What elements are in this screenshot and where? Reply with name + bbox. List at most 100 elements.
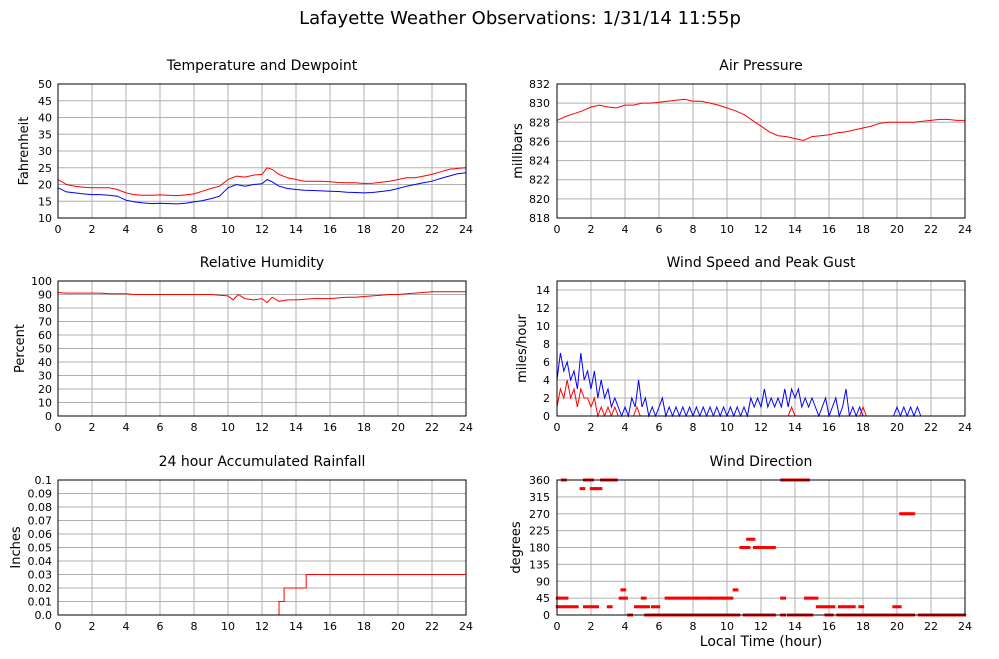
- direction-point: [747, 537, 751, 541]
- humidity-xtick-label: 4: [123, 421, 130, 434]
- direction-point: [907, 512, 911, 516]
- direction-point: [824, 605, 827, 609]
- direction-point: [911, 512, 914, 516]
- direction-point: [713, 596, 717, 600]
- direction-point: [717, 596, 720, 600]
- direction-point: [766, 546, 769, 549]
- direction-point: [817, 605, 820, 609]
- wind-title: Wind Speed and Peak Gust: [667, 255, 856, 271]
- rain-xtick-label: 24: [459, 620, 473, 633]
- direction-point: [912, 512, 916, 516]
- direction-xtick-label: 12: [754, 620, 768, 633]
- direction-xtick-label: 20: [890, 620, 904, 633]
- rain-xtick-label: 18: [357, 620, 371, 633]
- direction-point: [827, 605, 831, 609]
- temp-ytick-label: 30: [38, 145, 52, 158]
- wind-ytick-label: 8: [543, 338, 550, 351]
- humidity-xtick-label: 24: [459, 421, 473, 434]
- direction-point: [746, 546, 749, 549]
- direction-point: [832, 605, 836, 609]
- rain-xtick-label: 4: [123, 620, 130, 633]
- direction-y-axis-label: degrees: [509, 521, 524, 574]
- humidity-xtick-label: 14: [289, 421, 303, 434]
- direction-point: [746, 537, 749, 541]
- direction-point: [744, 546, 747, 549]
- direction-xtick-label: 8: [690, 620, 697, 633]
- direction-point: [557, 596, 560, 600]
- direction-point: [635, 605, 639, 609]
- rain-title: 24 hour Accumulated Rainfall: [159, 454, 366, 470]
- direction-point: [676, 596, 679, 600]
- direction-point: [899, 512, 902, 516]
- direction-point: [831, 605, 834, 609]
- wind-ytick-label: 12: [536, 302, 550, 315]
- rain-ytick-label: 0.02: [28, 582, 53, 595]
- wind-ytick-label: 6: [543, 356, 550, 369]
- pressure-xtick-label: 24: [958, 223, 972, 236]
- direction-point: [608, 605, 611, 609]
- direction-point: [589, 605, 593, 609]
- direction-point: [909, 512, 912, 516]
- direction-point: [560, 596, 564, 600]
- direction-xtick-label: 4: [622, 620, 629, 633]
- wind-xtick-label: 22: [924, 421, 938, 434]
- temp-ytick-label: 35: [38, 128, 52, 141]
- direction-point: [579, 487, 582, 491]
- temp-xtick-label: 6: [157, 223, 164, 236]
- direction-point: [815, 596, 819, 600]
- rain-ytick-label: 0.08: [28, 501, 53, 514]
- direction-point: [773, 546, 776, 549]
- direction-point: [572, 605, 576, 609]
- direction-ytick-label: 360: [529, 474, 550, 487]
- rain-ytick-label: 0.04: [28, 555, 53, 568]
- direction-point: [897, 605, 900, 609]
- direction-point: [691, 596, 695, 600]
- direction-point: [734, 588, 737, 592]
- direction-point: [686, 596, 690, 600]
- direction-point: [645, 605, 649, 609]
- direction-point: [564, 605, 567, 609]
- direction-point: [681, 596, 684, 600]
- direction-point: [753, 537, 756, 541]
- direction-xtick-label: 2: [588, 620, 595, 633]
- direction-point: [756, 546, 759, 549]
- pressure-ytick-label: 826: [529, 135, 550, 148]
- direction-point: [642, 596, 645, 600]
- humidity-ytick-label: 30: [38, 370, 52, 383]
- direction-point: [763, 546, 766, 549]
- direction-point: [730, 596, 734, 600]
- direction-ytick-label: 225: [529, 525, 550, 538]
- pressure-xtick-label: 22: [924, 223, 938, 236]
- direction-point: [695, 596, 698, 600]
- humidity-ytick-label: 50: [38, 343, 52, 356]
- direction-point: [724, 596, 727, 600]
- temp-ytick-label: 50: [38, 78, 52, 91]
- direction-point: [851, 605, 854, 609]
- pressure-plot-frame: [556, 83, 966, 219]
- rain-xtick-label: 22: [425, 620, 439, 633]
- rain-ytick-label: 0.0: [35, 609, 53, 622]
- direction-point: [906, 512, 909, 516]
- direction-point: [634, 605, 637, 609]
- direction-point: [589, 487, 593, 491]
- direction-point: [841, 605, 844, 609]
- temp-y-axis-label: Fahrenheit: [17, 117, 32, 186]
- direction-point: [807, 596, 810, 600]
- direction-point: [623, 596, 627, 600]
- pressure-ytick-label: 830: [529, 97, 550, 110]
- rain-xtick-label: 6: [157, 620, 164, 633]
- direction-point: [861, 605, 865, 609]
- direction-point: [892, 605, 895, 609]
- direction-point: [822, 605, 826, 609]
- direction-point: [583, 487, 586, 491]
- direction-point: [600, 487, 603, 491]
- wind-ytick-label: 4: [543, 374, 550, 387]
- direction-point: [754, 546, 758, 549]
- direction-point: [562, 596, 565, 600]
- temp-xtick-label: 20: [391, 223, 405, 236]
- rain-xtick-label: 14: [289, 620, 303, 633]
